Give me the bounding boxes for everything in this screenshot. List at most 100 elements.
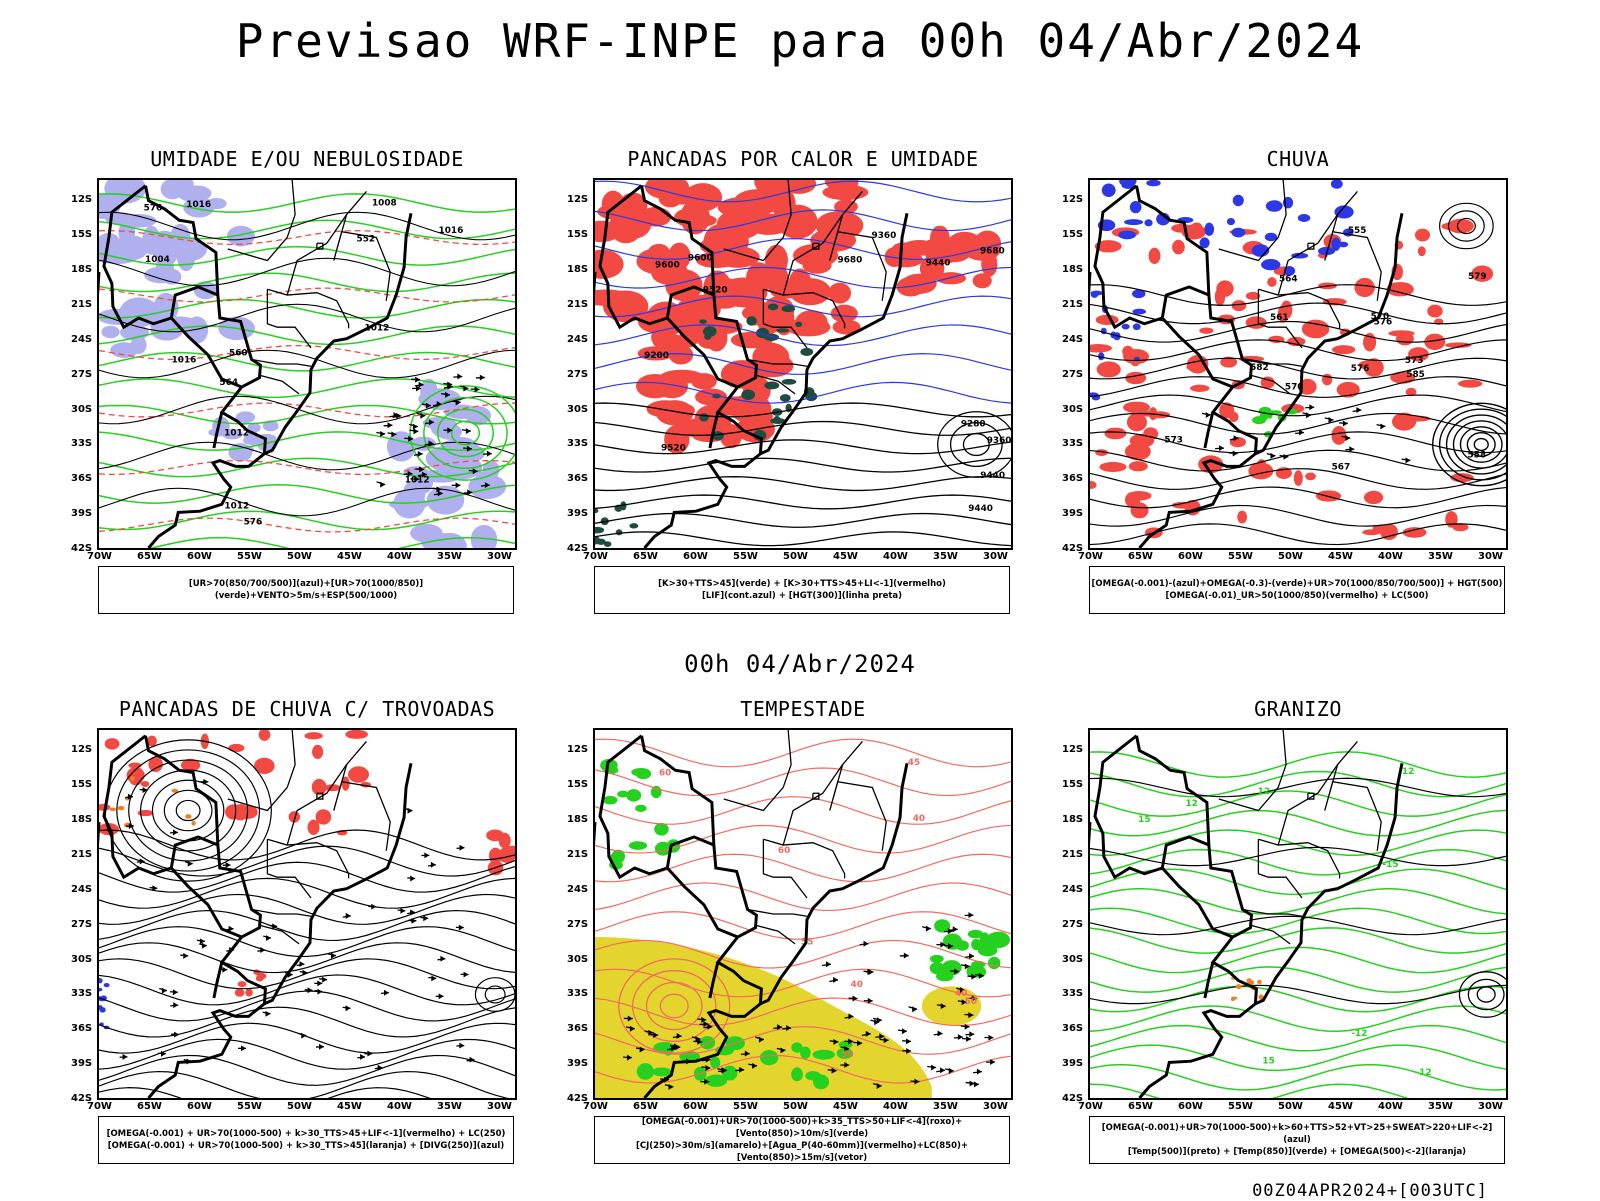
panel-3-rain-red <box>1232 300 1247 311</box>
panel-2-contour-label: 9280 <box>961 420 986 430</box>
panel-3-rain-blue <box>1266 200 1283 211</box>
panel-3-stream-arrow-head <box>1343 420 1348 426</box>
panel-5-wind-vector-head <box>902 1028 907 1034</box>
panel-2-contour-label: 9440 <box>926 258 951 268</box>
panel-5-xtick-label: 35W <box>933 1101 958 1112</box>
panel-6-contour-label: 12 <box>1258 787 1270 797</box>
panel-2-xtick-label: 65W <box>633 551 658 562</box>
panel-3-rain-red <box>1097 361 1121 377</box>
panel-1-contour-label: 1016 <box>186 200 211 210</box>
panel-3-geopotential-contour <box>1090 505 1506 526</box>
panel-2-ytick-label: 36S <box>567 473 588 484</box>
panel-4-streamline-arrow-head <box>439 993 444 999</box>
panel-5-ytick-label: 12S <box>567 744 588 755</box>
panel-3-rain-blue <box>1339 242 1349 248</box>
panel-5-wind-green <box>626 789 641 801</box>
panel-6-temp850-contour <box>1090 1084 1506 1098</box>
panel-1-wind-vector-head <box>466 428 471 434</box>
panel-1-contour-label: 560 <box>229 349 248 359</box>
panel-5-contour-label: 45 <box>908 758 920 768</box>
panel-6-xtick-label: 50W <box>1278 1101 1303 1112</box>
panel-2-instability-red <box>744 192 765 211</box>
panel-1-wind-vector-head <box>456 482 461 488</box>
panel-1-xtick-label: 60W <box>187 551 212 562</box>
panel-4-streamline-arrow-head <box>346 1005 351 1011</box>
panel-2-height-contour <box>595 440 1011 454</box>
panel-1-ytick-label: 33S <box>71 438 92 449</box>
panel-5-wind-vector-head <box>926 926 931 932</box>
panel-4-xtick-label: 45W <box>337 1101 362 1112</box>
panel-4-streamline-anticyclone <box>152 780 223 841</box>
panel-3-low-center <box>1454 421 1506 468</box>
panel-5-wind-vector-head <box>940 1067 945 1073</box>
panel-3-rain-blue <box>1298 214 1310 222</box>
panel-4-legend-line: [OMEGA(-0.001) + UR>70(1000-500) + k>30_… <box>107 1128 506 1140</box>
panel-5-ytick-label: 36S <box>567 1023 588 1034</box>
panel-4-xtick-label: 50W <box>287 1101 312 1112</box>
panel-4-streamline-arrow-head <box>459 1043 464 1049</box>
panel-2-contour-label: 9360 <box>872 231 897 241</box>
panel-3-stream-arrow-head <box>1219 445 1224 451</box>
panel-4-map <box>97 728 517 1100</box>
panel-2-instability-green <box>741 390 755 400</box>
panel-4-streamline <box>99 1088 515 1098</box>
panel-1-wind-vector-head <box>388 422 393 428</box>
panel-5-wind-vector-head <box>958 1034 963 1040</box>
panel-1-mid-humidity-shading <box>101 326 119 338</box>
panel-5-wind-vector-head <box>826 961 831 967</box>
panel-3-contour-label: 573 <box>1405 356 1424 366</box>
panel-2-instability-green <box>795 322 802 328</box>
panel-2-ytick-label: 39S <box>567 508 588 519</box>
panel-4-convection-red <box>105 738 120 749</box>
panel-5-ytick-label: 24S <box>567 884 588 895</box>
panel-3-contour-label: 585 <box>1406 370 1425 380</box>
panel-2-ytick-label: 27S <box>567 369 588 380</box>
panel-1-contour-label: 1016 <box>172 355 197 365</box>
panel-1-xtick-label: 30W <box>487 551 512 562</box>
panel-3-rain-red <box>1332 345 1355 354</box>
panel-6-temp850-contour <box>1090 1026 1506 1051</box>
panel-4-ytick-label: 21S <box>71 849 92 860</box>
panel-3-low-center <box>1474 439 1488 451</box>
panel-6-xtick-label: 35W <box>1428 1101 1453 1112</box>
panel-1-ytick-label: 30S <box>71 404 92 415</box>
panel-3-rain-red <box>1122 346 1133 357</box>
panel-2-instability-red <box>936 272 966 284</box>
mid-title: 00h 04/Abr/2024 <box>0 650 1600 678</box>
panel-5-wind-green <box>987 932 1007 944</box>
panel-4-convection-orange <box>110 807 116 811</box>
panel-5-wind-green <box>635 805 646 812</box>
panel-5-wind-vector-head <box>877 1017 882 1023</box>
panel-1-wind-vector-head <box>380 431 385 437</box>
panel-5-wind-green <box>971 939 981 950</box>
panel-4-legend: [OMEGA(-0.001) + UR>70(1000-500) + k>30_… <box>98 1116 514 1164</box>
panel-1-thickness-contour <box>99 518 515 532</box>
panel-4-streamline-arrow-head <box>408 808 413 814</box>
panel-4-divergence-blue <box>99 988 102 992</box>
panel-2-contour-label: 9360 <box>987 436 1011 446</box>
panel-3-rain-red <box>1104 428 1126 440</box>
panel-4-divergence-blue <box>104 983 110 987</box>
panel-2-height-contour <box>595 421 1011 435</box>
panel-5-xtick-label: 30W <box>983 1101 1008 1112</box>
panel-6-xtick-label: 45W <box>1328 1101 1353 1112</box>
panel-5-legend-line: [OMEGA(-0.001)+UR>70(1000-500)+k>35_TTS>… <box>595 1116 1009 1140</box>
panel-2-xtick-label: 50W <box>783 551 808 562</box>
panel-3-contour-label: 573 <box>1164 436 1183 446</box>
panel-3-stream-arrow-head <box>1349 446 1354 452</box>
panel-2-contour-label: 9440 <box>980 471 1005 481</box>
panel-4-streamline-arrow-head <box>260 947 265 953</box>
panel-5-state-border <box>724 730 791 811</box>
panel-5-wind-vector-head <box>974 1081 979 1087</box>
panel-1-contour-label: 1012 <box>224 502 249 512</box>
panel-4-convection-orange <box>191 821 195 826</box>
panel-4-xtick-label: 60W <box>187 1101 212 1112</box>
panel-6-cold-core <box>1468 979 1504 1009</box>
panel-3-rain-red <box>1364 491 1383 504</box>
panel-3-country-border <box>1137 186 1209 295</box>
panel-3-rain-red <box>1131 502 1149 518</box>
panel-4-state-border <box>267 839 348 878</box>
panel-4-streamline <box>99 991 515 1021</box>
